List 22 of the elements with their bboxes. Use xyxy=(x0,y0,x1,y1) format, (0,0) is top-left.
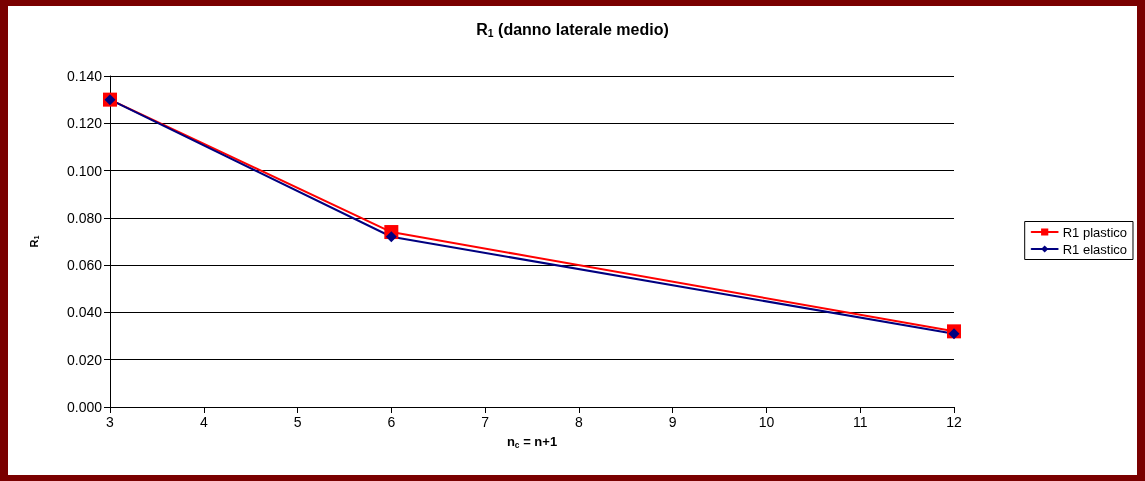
y-tick-label: 0.040 xyxy=(66,304,103,321)
y-tick-label: 0.020 xyxy=(66,351,103,368)
x-tick-label: 9 xyxy=(668,414,677,430)
y-tick-label: 0.080 xyxy=(66,209,103,226)
x-tick-label: 11 xyxy=(852,414,868,430)
point xyxy=(385,231,397,243)
legend-label: R1 plastico xyxy=(1062,224,1127,240)
y-tick-label: 0.140 xyxy=(66,68,103,84)
y-tick-label: 0.000 xyxy=(66,399,103,415)
x-tick-label: 6 xyxy=(387,414,396,430)
y-tick-label: 0.120 xyxy=(66,115,103,132)
x-tick-label: 7 xyxy=(481,414,490,430)
x-tick-label: 10 xyxy=(758,414,775,430)
y-tick-label: 0.100 xyxy=(66,162,103,179)
legend-label: R1 elastico xyxy=(1062,241,1127,257)
x-tick-label: 12 xyxy=(946,414,962,430)
x-tick-label: 8 xyxy=(574,414,583,430)
x-tick-label: 5 xyxy=(293,414,302,430)
x-tick-label: 3 xyxy=(106,414,115,430)
y-tick-label: 0.060 xyxy=(66,257,103,274)
point xyxy=(948,328,960,340)
x-tick-label: 4 xyxy=(199,414,208,430)
